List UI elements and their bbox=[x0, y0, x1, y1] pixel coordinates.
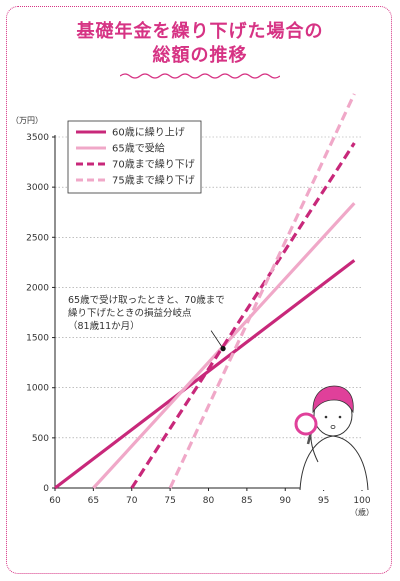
x-tick-label: 90 bbox=[280, 496, 292, 506]
title-line-1: 基礎年金を繰り下げた場合の bbox=[76, 21, 324, 42]
annotation-text-line-2: 繰り下げたときの損益分岐点 bbox=[68, 307, 192, 319]
person-with-magnifier-illustration bbox=[294, 385, 369, 491]
x-tick-label: 80 bbox=[203, 496, 215, 506]
annotation-text-line-1: 65歳で受け取ったときと、70歳まで bbox=[68, 294, 225, 306]
illus-body bbox=[299, 435, 369, 491]
y-axis-unit: （万円） bbox=[11, 116, 43, 125]
series-line-1 bbox=[54, 259, 356, 490]
illus-eye-left bbox=[324, 415, 328, 419]
y-tick-label: 2500 bbox=[26, 233, 49, 243]
y-tick-label: 3000 bbox=[26, 183, 49, 193]
x-tick-label: 85 bbox=[241, 496, 252, 506]
y-tick-label: 500 bbox=[32, 434, 49, 444]
x-tick-label: 95 bbox=[318, 496, 329, 506]
legend: 60歳に繰り上げ 65歳で受給 70歳まで繰り下げ 75歳まで繰り下げ bbox=[67, 120, 202, 194]
x-tick-label: 75 bbox=[164, 496, 175, 506]
series-lines bbox=[54, 93, 356, 490]
chart-title: 基礎年金を繰り下げた場合の 総額の推移 bbox=[0, 20, 400, 68]
legend-label-2: 65歳で受給 bbox=[112, 142, 165, 155]
title-line-2: 総額の推移 bbox=[152, 45, 248, 66]
y-tick-label: 3500 bbox=[26, 133, 49, 143]
illus-eye-right bbox=[338, 415, 342, 419]
x-tick-label: 70 bbox=[126, 496, 138, 506]
illus-hair bbox=[312, 385, 354, 414]
x-axis-unit: （歳） bbox=[350, 507, 374, 517]
title-underline-wave bbox=[120, 73, 280, 79]
y-tick-label: 1000 bbox=[26, 384, 49, 394]
page-border bbox=[6, 6, 392, 574]
series-line-3 bbox=[130, 142, 356, 489]
y-tick-label: 0 bbox=[43, 484, 49, 494]
legend-label-4: 75歳まで繰り下げ bbox=[112, 174, 195, 187]
x-tick-label: 100 bbox=[353, 496, 370, 506]
annotation-text-line-3: （81歳11か月） bbox=[68, 320, 140, 332]
x-tick-label: 60 bbox=[49, 496, 61, 506]
illus-magnifier-lens bbox=[294, 412, 318, 436]
annotation-leader bbox=[210, 330, 224, 349]
legend-label-3: 70歳まで繰り下げ bbox=[112, 158, 195, 171]
y-tick-label: 2000 bbox=[26, 283, 49, 293]
illus-mouth bbox=[330, 424, 336, 429]
axes: 0 500 1000 1500 2000 2500 3000 3500 60 65 70 75 80 85… bbox=[11, 116, 374, 517]
legend-label-1: 60歳に繰り上げ bbox=[112, 126, 185, 139]
y-tick-label: 1500 bbox=[26, 334, 49, 344]
x-tick-label: 65 bbox=[88, 496, 99, 506]
series-line-4 bbox=[168, 93, 356, 489]
